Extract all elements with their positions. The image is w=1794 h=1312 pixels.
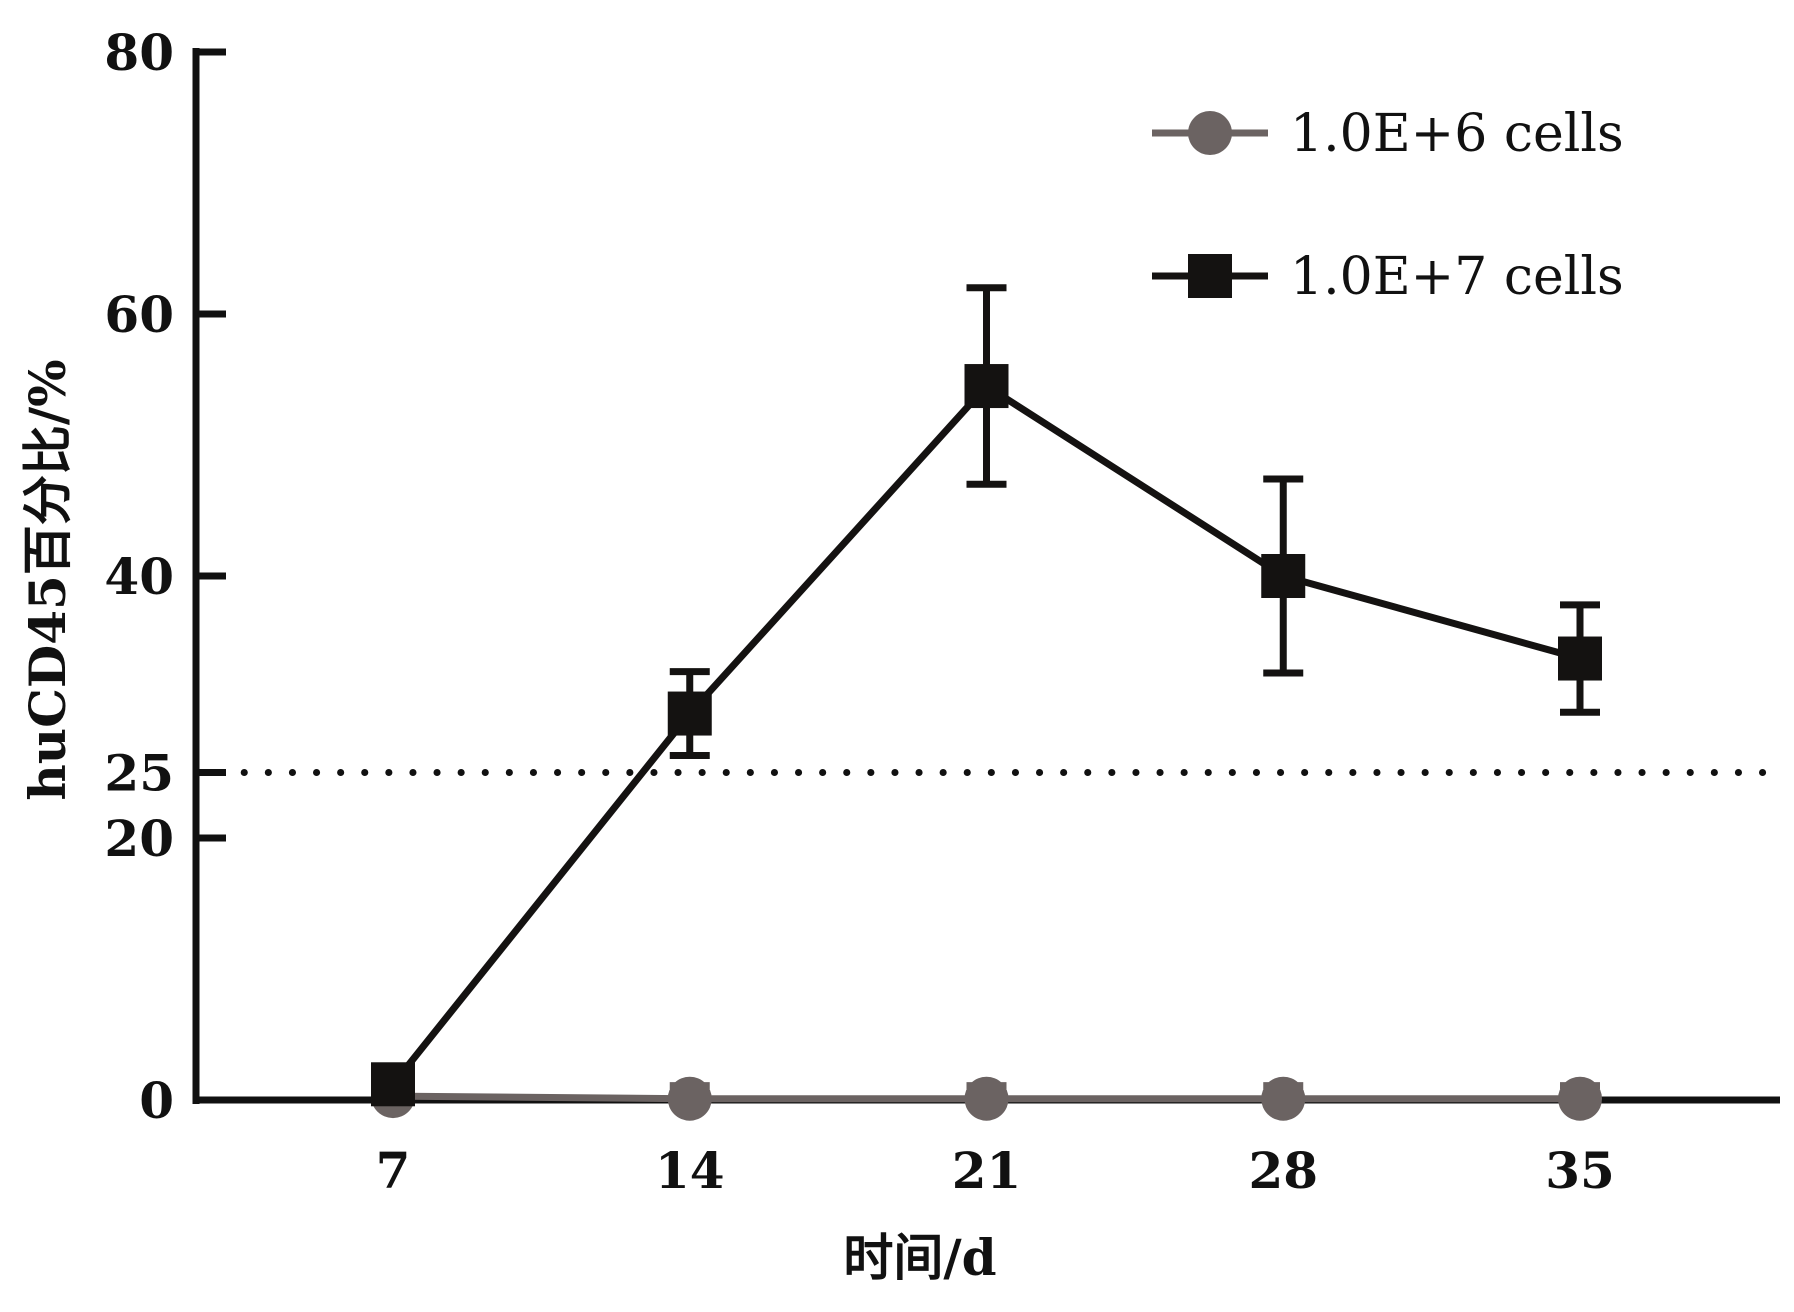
y-axis-title: huCD45百分比/% [18, 359, 77, 800]
data-point-circle [667, 1076, 712, 1121]
data-point-square [667, 691, 712, 736]
x-tick-label: 28 [1248, 1141, 1318, 1200]
data-point-circle [1558, 1076, 1602, 1121]
data-point-square [1558, 636, 1602, 681]
data-point-circle [964, 1076, 1009, 1121]
data-point-circle [1261, 1076, 1306, 1121]
series-line [390, 381, 1581, 1087]
data-point-square [964, 364, 1009, 409]
y-tick-label: 20 [104, 809, 174, 868]
x-tick-label: 21 [952, 1141, 1022, 1200]
x-tick-label: 7 [376, 1141, 411, 1200]
legend-marker-circle [1188, 111, 1232, 155]
legend-label: 1.0E+6 cells [1290, 104, 1624, 164]
x-axis-title: 时间/d [843, 1228, 996, 1287]
legend-marker-square [1188, 254, 1232, 298]
y-tick-label: 0 [139, 1071, 174, 1130]
legend-entry-2: 1.0E+7 cells [1152, 247, 1624, 307]
y-tick-label: 80 [104, 23, 174, 82]
y-tick-label: 60 [104, 285, 174, 344]
y-tick-label: 25 [104, 744, 174, 803]
y-tick-label: 40 [104, 547, 174, 606]
data-point-square [371, 1062, 415, 1107]
legend-entry-1: 1.0E+6 cells [1152, 104, 1624, 164]
legend-label: 1.0E+7 cells [1290, 247, 1624, 307]
data-point-square [1261, 554, 1306, 598]
series-1 [371, 1074, 1602, 1121]
x-tick-label: 35 [1545, 1141, 1615, 1200]
series-2 [371, 284, 1602, 1107]
x-tick-label: 14 [655, 1141, 725, 1200]
